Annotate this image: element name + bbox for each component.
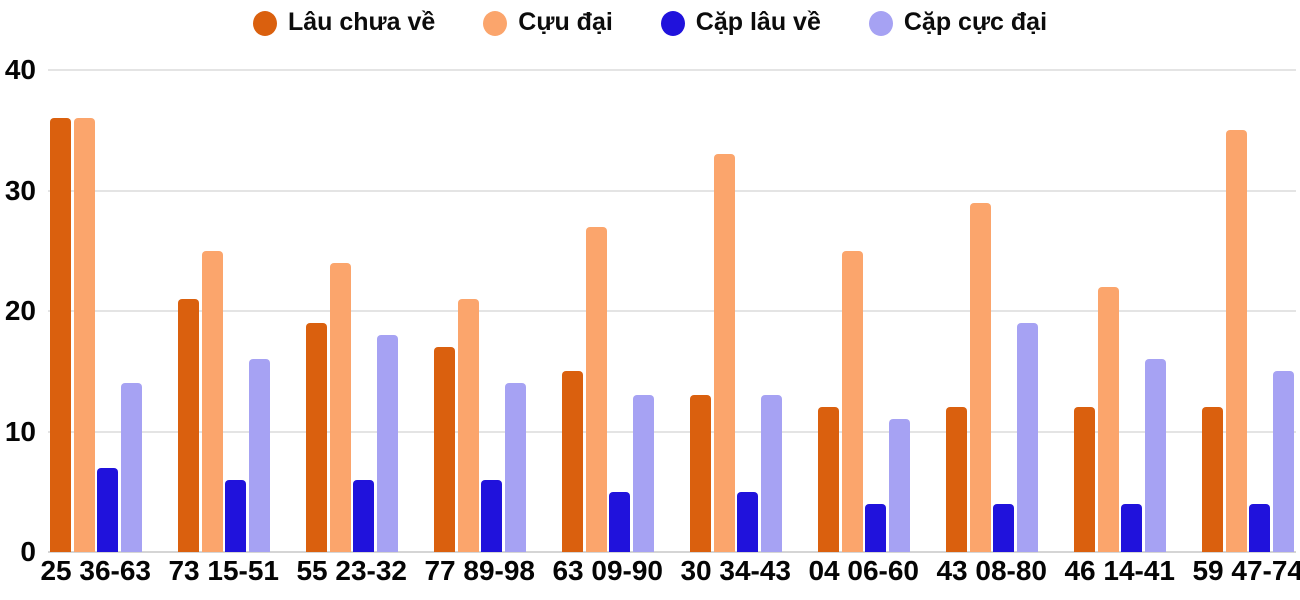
x-axis-label-group8: 46 14-41 — [1064, 555, 1176, 586]
bar-series1-group3[interactable] — [457, 298, 479, 552]
legend-item-cuu-dai[interactable]: Cựu đại — [483, 9, 613, 37]
bar-series0-group6[interactable] — [818, 407, 839, 552]
y-axis-tick-20: 20 — [4, 295, 36, 326]
bar-series1-group0[interactable] — [73, 118, 95, 552]
legend-swatch-circle-icon — [868, 10, 893, 36]
legend-swatch-circle-icon — [252, 10, 277, 36]
bar-series2-group6[interactable] — [865, 503, 886, 552]
bar-series2-group0[interactable] — [97, 467, 118, 552]
legend-swatch-circle-icon — [483, 10, 508, 36]
gridline-40 — [48, 69, 1296, 71]
x-axis-label-group7: 43 08-80 — [936, 555, 1048, 586]
bar-series0-group3[interactable] — [434, 347, 455, 552]
y-axis-tick-40: 40 — [4, 54, 36, 85]
bar-series0-group5[interactable] — [690, 395, 711, 552]
x-axis-label-group1: 73 15-51 — [168, 555, 280, 586]
x-axis-label-group3: 77 89-98 — [424, 555, 536, 586]
bar-series0-group9[interactable] — [1202, 407, 1223, 552]
bar-series3-group6[interactable] — [888, 419, 910, 552]
bar-series3-group0[interactable] — [120, 383, 142, 552]
x-axis-label-group4: 63 09-90 — [552, 555, 664, 586]
bar-series3-group8[interactable] — [1144, 359, 1166, 552]
x-axis-label-group9: 59 47-74 — [1192, 555, 1300, 586]
bar-series1-group6[interactable] — [841, 250, 863, 552]
gridline-10 — [48, 430, 1296, 433]
x-axis-label-group2: 55 23-32 — [296, 555, 408, 586]
bar-series0-group1[interactable] — [178, 298, 199, 552]
legend-item-cap-lau-ve[interactable]: Cặp lâu về — [660, 8, 821, 37]
bar-series2-group5[interactable] — [737, 491, 758, 552]
bar-series1-group7[interactable] — [969, 202, 991, 552]
legend-item-lau-chua-ve[interactable]: Lâu chưa về — [252, 8, 436, 37]
bar-series0-group4[interactable] — [562, 371, 583, 552]
y-axis-tick-30: 30 — [4, 174, 36, 206]
bar-series1-group1[interactable] — [201, 250, 223, 552]
gridline-30 — [48, 189, 1296, 192]
bar-series2-group8[interactable] — [1121, 503, 1142, 552]
x-axis-label-group6: 04 06-60 — [808, 555, 920, 586]
bar-series3-group5[interactable] — [760, 395, 782, 552]
chart-legend: Lâu chưa về Cựu đại Cặp lâu về Cặp cực đ… — [0, 4, 1300, 42]
bar-series1-group4[interactable] — [585, 226, 607, 552]
bar-series2-group9[interactable] — [1249, 503, 1270, 552]
bar-series3-group2[interactable] — [376, 335, 398, 552]
bar-series3-group9[interactable] — [1272, 371, 1294, 552]
legend-label: Lâu chưa về — [287, 8, 436, 37]
legend-label: Cựu đại — [518, 8, 613, 37]
legend-label: Cặp lâu về — [695, 8, 821, 37]
bar-series3-group3[interactable] — [504, 383, 526, 552]
gridline-20 — [48, 310, 1296, 312]
bar-series2-group2[interactable] — [353, 479, 374, 552]
bar-series0-group2[interactable] — [306, 323, 327, 552]
bar-series3-group4[interactable] — [632, 395, 654, 552]
x-axis-label-group0: 25 36-63 — [40, 555, 152, 586]
bar-series1-group9[interactable] — [1225, 130, 1247, 552]
bar-series3-group1[interactable] — [248, 359, 270, 552]
gridline-0 — [48, 551, 1296, 553]
x-axis-label-group5: 30 34-43 — [680, 555, 792, 586]
bar-series1-group2[interactable] — [329, 262, 351, 552]
bar-series1-group8[interactable] — [1097, 286, 1119, 552]
bar-series1-group5[interactable] — [713, 154, 735, 552]
legend-swatch-circle-icon — [660, 10, 685, 36]
bar-series2-group4[interactable] — [609, 491, 630, 552]
bar-series0-group7[interactable] — [946, 407, 967, 552]
y-axis-tick-0: 0 — [20, 536, 36, 567]
bar-series2-group7[interactable] — [993, 503, 1014, 552]
bar-series2-group3[interactable] — [481, 479, 502, 552]
legend-label: Cặp cực đại — [903, 8, 1048, 37]
legend-item-cap-cuc-dai[interactable]: Cặp cực đại — [868, 8, 1048, 37]
bar-series2-group1[interactable] — [225, 479, 246, 552]
bar-series0-group0[interactable] — [50, 118, 71, 552]
y-axis-tick-10: 10 — [4, 415, 36, 447]
bar-series3-group7[interactable] — [1016, 323, 1038, 552]
bar-series0-group8[interactable] — [1074, 407, 1095, 552]
